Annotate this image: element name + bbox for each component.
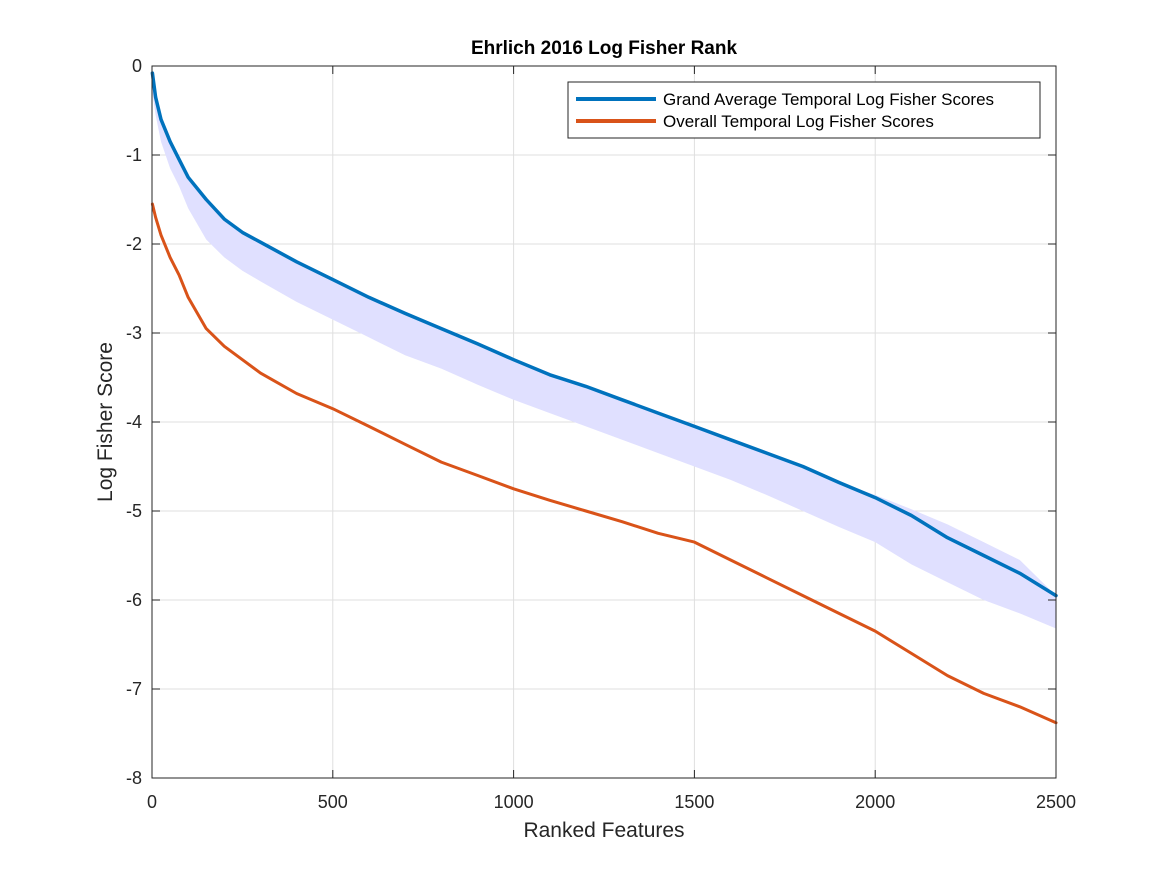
band-area bbox=[152, 73, 1056, 629]
y-tick-label: -4 bbox=[126, 412, 142, 432]
x-tick-label: 2500 bbox=[1036, 792, 1076, 812]
legend-label-grand-average: Grand Average Temporal Log Fisher Scores bbox=[663, 90, 994, 109]
series-lines bbox=[150, 71, 1058, 725]
legend-label-overall: Overall Temporal Log Fisher Scores bbox=[663, 112, 934, 131]
y-tick-label: -1 bbox=[126, 145, 142, 165]
x-tick-label: 0 bbox=[147, 792, 157, 812]
y-tick-label: -8 bbox=[126, 768, 142, 788]
y-tick-label: -3 bbox=[126, 323, 142, 343]
y-tick-label: -5 bbox=[126, 501, 142, 521]
y-tick-label: -2 bbox=[126, 234, 142, 254]
axis-ticks: 0 500 1000 1500 2000 2500 0 -1 -2 -3 -4 -5 -6 -7 -8 bbox=[126, 56, 1076, 812]
chart-title: Ehrlich 2016 Log Fisher Rank bbox=[471, 38, 738, 59]
y-tick-label: 0 bbox=[132, 56, 142, 76]
x-tick-label: 500 bbox=[318, 792, 348, 812]
series-line-grand-average bbox=[150, 71, 1058, 598]
score-range-band bbox=[152, 73, 1056, 629]
legend-box bbox=[567, 81, 1041, 139]
x-axis-label: Ranked Features bbox=[523, 819, 684, 842]
y-tick-label: -6 bbox=[126, 590, 142, 610]
y-tick-label: -7 bbox=[126, 679, 142, 699]
series-line-overall bbox=[150, 202, 1058, 725]
legend: Grand Average Temporal Log Fisher Scores… bbox=[567, 81, 1041, 139]
x-tick-label: 1000 bbox=[494, 792, 534, 812]
x-tick-label: 2000 bbox=[855, 792, 895, 812]
y-axis-label: Log Fisher Score bbox=[94, 342, 117, 502]
x-tick-label: 1500 bbox=[674, 792, 714, 812]
